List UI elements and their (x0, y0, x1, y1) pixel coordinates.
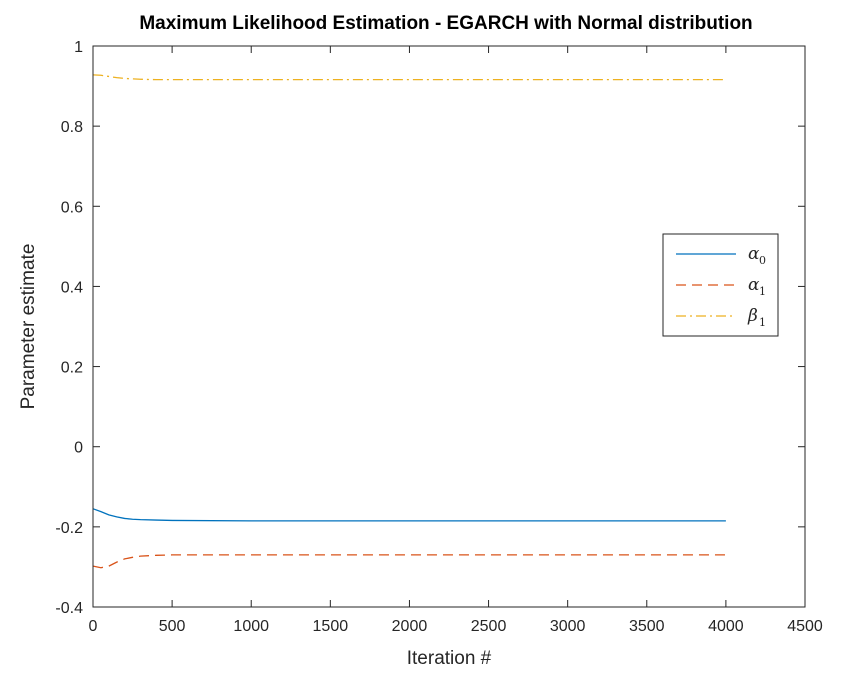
x-tick-label: 1000 (233, 618, 269, 635)
y-tick-label: 0 (74, 440, 83, 457)
x-tick-label: 3500 (629, 618, 665, 635)
x-tick-label: 4500 (787, 618, 823, 635)
y-tick-label: 0.4 (61, 279, 83, 296)
x-tick-label: 1500 (313, 618, 349, 635)
x-axis-label: Iteration # (407, 648, 492, 669)
y-tick-label: -0.2 (55, 520, 83, 537)
y-tick-label: 0.8 (61, 119, 83, 136)
x-tick-label: 2000 (392, 618, 428, 635)
y-tick-label: -0.4 (55, 600, 83, 617)
x-tick-label: 3000 (550, 618, 586, 635)
x-tick-label: 2500 (471, 618, 507, 635)
x-tick-label: 500 (159, 618, 186, 635)
y-tick-label: 0.2 (61, 360, 83, 377)
legend-subscript: 1 (759, 285, 766, 298)
y-tick-label: 1 (74, 39, 83, 56)
chart-title: Maximum Likelihood Estimation - EGARCH w… (139, 13, 752, 34)
legend-subscript: 1 (759, 316, 766, 329)
y-tick-label: 0.6 (61, 199, 83, 216)
x-tick-label: 4000 (708, 618, 744, 635)
x-tick-label: 0 (89, 618, 98, 635)
legend-symbol: β (747, 306, 758, 326)
legend: α 0α 1β 1 (663, 234, 778, 336)
legend-subscript: 0 (759, 254, 766, 267)
y-axis-label: Parameter estimate (18, 244, 39, 410)
